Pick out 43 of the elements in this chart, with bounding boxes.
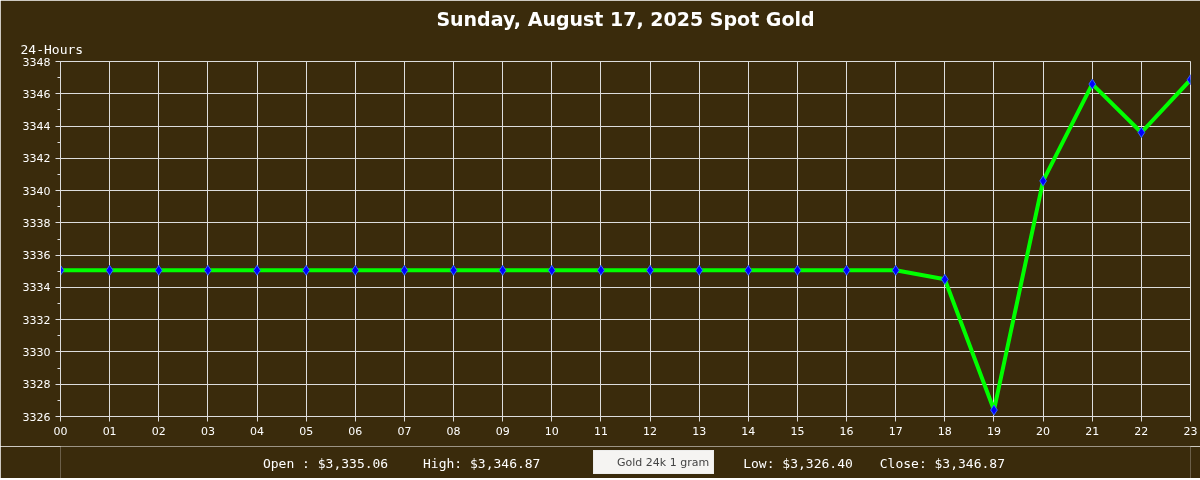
x-tick-label: 01 (102, 424, 117, 438)
x-tick-label: 14 (741, 424, 756, 438)
y-tick-label: 3340 (22, 184, 51, 198)
x-tick-label: 02 (151, 424, 166, 438)
x-tick-label: 07 (397, 424, 412, 438)
y-tick-label: 3330 (22, 345, 51, 359)
text: Open : $3,335.06 (262, 455, 389, 471)
text: Low: $3,326.40 (743, 455, 853, 471)
x-tick-label: 21 (1085, 424, 1100, 438)
y-tick-label: 3346 (22, 87, 51, 101)
x-tick-label: 08 (446, 424, 461, 438)
y-tick-label: 3342 (22, 152, 51, 166)
x-tick-label: 22 (1134, 424, 1149, 438)
x-tick-label: 15 (790, 424, 805, 438)
y-tick-label: 3348 (22, 55, 51, 69)
x-tick-label: 16 (839, 424, 854, 438)
x-tick-label: 12 (643, 424, 658, 438)
x-tick-label: 06 (348, 424, 363, 438)
text: Close: $3,346.87 (879, 455, 1005, 471)
x-tick-label: 04 (250, 424, 265, 438)
y-tick-label: 3334 (22, 281, 51, 295)
x-tick-label: 20 (1036, 424, 1051, 438)
x-tick-label: 11 (593, 424, 608, 438)
x-tick-label: 09 (495, 424, 510, 438)
y-tick-label: 3332 (22, 313, 51, 327)
y-tick-label: 3326 (22, 410, 51, 424)
x-tick-label: 19 (986, 424, 1001, 438)
x-tick-label: 10 (544, 424, 559, 438)
y-tick-label: 3344 (22, 120, 51, 134)
y-tick-label: 3336 (22, 249, 51, 263)
x-tick-label: 17 (888, 424, 903, 438)
x-tick-label: 18 (937, 424, 952, 438)
x-tick-label: 23 (1183, 424, 1198, 438)
text: High: $3,346.87 (423, 455, 541, 471)
x-tick-label: 13 (692, 424, 707, 438)
y-tick-label: 3338 (22, 216, 51, 230)
chart-subtitle: 24-Hours (20, 41, 84, 57)
chart-title: Sunday, August 17, 2025 Spot Gold (436, 7, 815, 30)
text: Gold 24k 1 gram (617, 455, 710, 469)
x-tick-label: 05 (299, 424, 314, 438)
x-tick-label: 00 (53, 424, 68, 438)
y-tick-label: 3328 (22, 378, 51, 392)
x-tick-label: 03 (200, 424, 215, 438)
